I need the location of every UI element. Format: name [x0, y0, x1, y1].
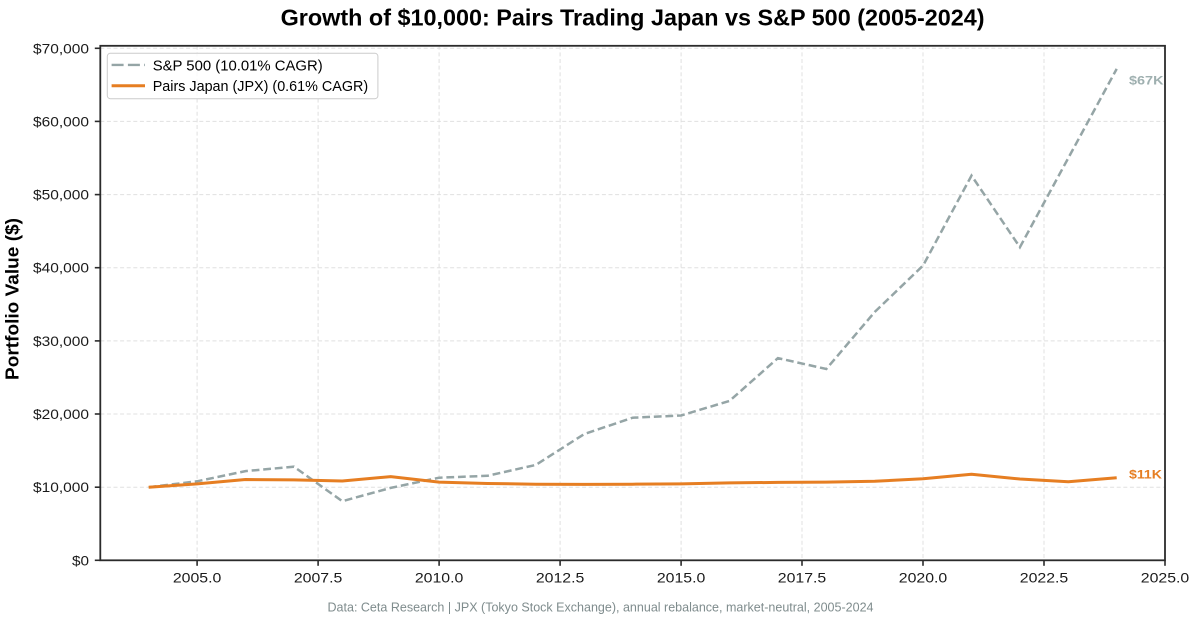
svg-text:S&P 500 (10.01% CAGR): S&P 500 (10.01% CAGR): [153, 57, 323, 74]
svg-text:Data: Ceta Research | JPX (Tok: Data: Ceta Research | JPX (Tokyo Stock E…: [328, 600, 874, 614]
svg-text:Pairs Japan (JPX) (0.61% CAGR): Pairs Japan (JPX) (0.61% CAGR): [153, 78, 369, 95]
svg-text:$70,000: $70,000: [33, 40, 89, 56]
svg-text:Portfolio Value ($): Portfolio Value ($): [2, 218, 23, 380]
svg-text:$50,000: $50,000: [33, 187, 89, 203]
svg-text:2025.0: 2025.0: [1141, 570, 1190, 586]
svg-text:$30,000: $30,000: [33, 333, 89, 349]
svg-text:$20,000: $20,000: [33, 406, 89, 422]
svg-text:$60,000: $60,000: [33, 113, 89, 129]
svg-text:2022.5: 2022.5: [1020, 570, 1069, 586]
svg-text:Growth of $10,000: Pairs Tradi: Growth of $10,000: Pairs Trading Japan v…: [281, 4, 985, 30]
svg-text:2017.5: 2017.5: [778, 570, 827, 586]
svg-text:2020.0: 2020.0: [899, 570, 948, 586]
svg-text:2015.0: 2015.0: [657, 570, 706, 586]
svg-text:2007.5: 2007.5: [294, 570, 343, 586]
svg-text:$10,000: $10,000: [33, 479, 89, 495]
svg-text:2012.5: 2012.5: [536, 570, 585, 586]
svg-text:2005.0: 2005.0: [173, 570, 222, 586]
svg-text:$11K: $11K: [1129, 467, 1162, 481]
svg-text:$40,000: $40,000: [33, 260, 89, 276]
svg-text:2010.0: 2010.0: [415, 570, 464, 586]
svg-text:$0: $0: [72, 552, 89, 568]
svg-text:$67K: $67K: [1129, 73, 1164, 87]
